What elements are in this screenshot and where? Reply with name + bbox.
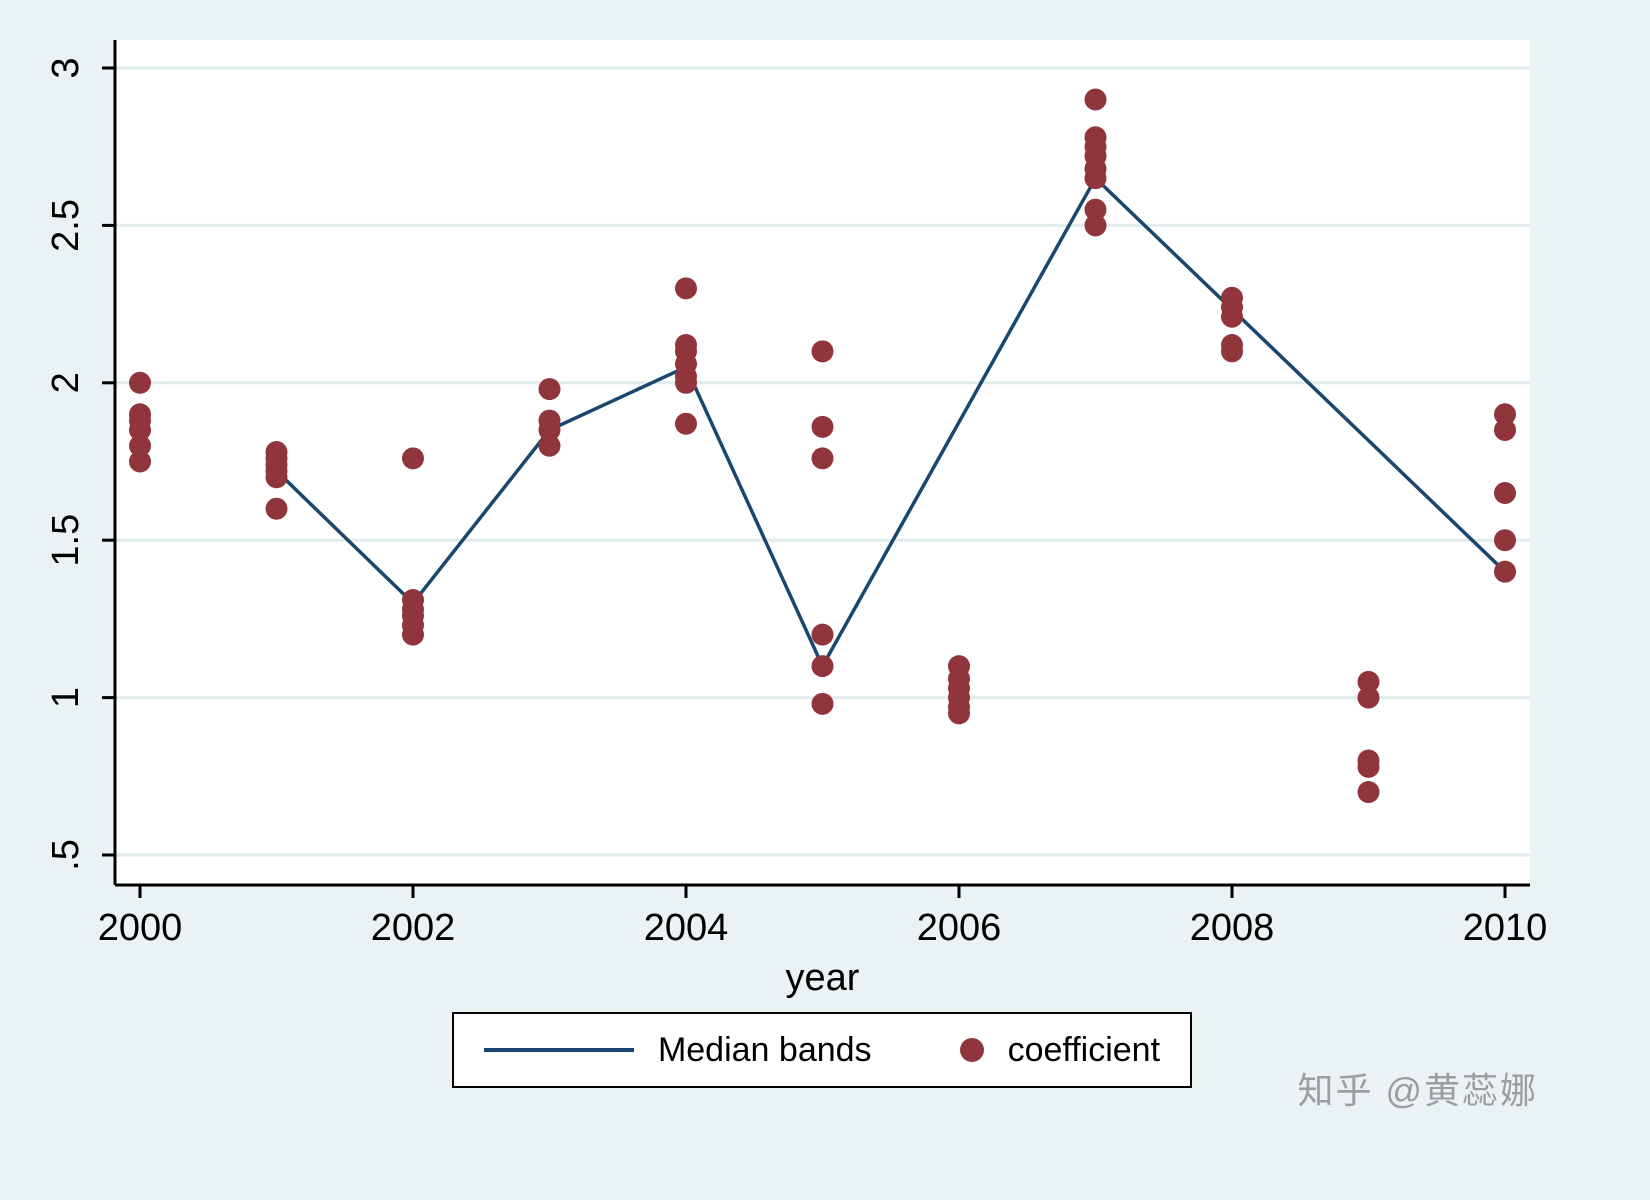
coefficient-marker <box>265 466 288 489</box>
coefficient-marker <box>1084 198 1107 221</box>
legend: Median bands coefficient <box>452 1012 1192 1088</box>
coefficient-marker <box>811 692 834 715</box>
y-tick-label: 3 <box>45 57 87 78</box>
coefficient-marker <box>538 434 561 457</box>
coefficient-marker <box>1494 529 1516 552</box>
x-tick-label: 2010 <box>1463 907 1548 949</box>
legend-line-sample <box>483 1048 634 1052</box>
coefficient-marker <box>538 419 561 442</box>
coefficient-marker <box>675 412 697 435</box>
coefficient-marker <box>1084 88 1107 111</box>
chart-svg: .5 1 1.5 2 2.5 3 2000 2002 2004 2006 2008 2010 year <box>45 40 1548 999</box>
legend-line-label: Median bands <box>657 1030 872 1069</box>
x-tick-label: 2002 <box>371 907 456 949</box>
coefficient-marker <box>675 371 697 394</box>
y-tick-label: 2.5 <box>45 199 87 252</box>
coefficient-marker <box>1221 340 1243 363</box>
coefficient-marker <box>811 623 834 646</box>
legend-marker-label: coefficient <box>1007 1030 1161 1069</box>
y-tick-label: .5 <box>45 839 87 871</box>
y-tick-label: 2 <box>45 372 87 393</box>
coefficient-marker <box>811 415 834 438</box>
coefficient-marker <box>129 371 151 394</box>
x-axis-title: year <box>786 957 860 999</box>
coefficient-marker <box>129 434 151 457</box>
coefficient-marker <box>1084 214 1107 237</box>
legend-marker-sample <box>959 1038 984 1062</box>
coefficient-marker <box>1357 686 1380 709</box>
coefficient-marker <box>948 702 970 725</box>
coefficient-marker <box>1494 481 1516 504</box>
coefficient-marker <box>1221 305 1243 328</box>
coefficient-marker <box>129 419 151 442</box>
x-tick-label: 2000 <box>98 907 183 949</box>
coefficient-marker <box>1494 560 1516 583</box>
coefficient-marker <box>129 450 151 473</box>
coefficient-marker <box>265 497 288 520</box>
coefficient-marker <box>811 340 834 363</box>
coefficient-marker <box>1494 419 1516 442</box>
x-tick-label: 2008 <box>1190 907 1275 949</box>
y-tick-label: 1 <box>45 687 87 708</box>
coefficient-marker <box>402 623 424 646</box>
coefficient-marker <box>1084 167 1107 190</box>
coefficient-marker <box>1357 670 1380 693</box>
x-tick-label: 2004 <box>644 907 729 949</box>
coefficient-marker <box>811 655 834 678</box>
coefficient-marker <box>811 447 834 470</box>
coefficient-marker <box>1357 781 1380 804</box>
coefficient-marker <box>538 378 561 401</box>
y-tick-label: 1.5 <box>45 514 87 567</box>
coefficient-marker <box>675 277 697 300</box>
coefficient-marker <box>1494 403 1516 426</box>
x-tick-label: 2006 <box>917 907 1002 949</box>
coefficient-marker <box>1357 755 1380 778</box>
watermark-text: 知乎 @黄蕊娜 <box>1297 1070 1538 1111</box>
coefficient-marker <box>402 447 424 470</box>
